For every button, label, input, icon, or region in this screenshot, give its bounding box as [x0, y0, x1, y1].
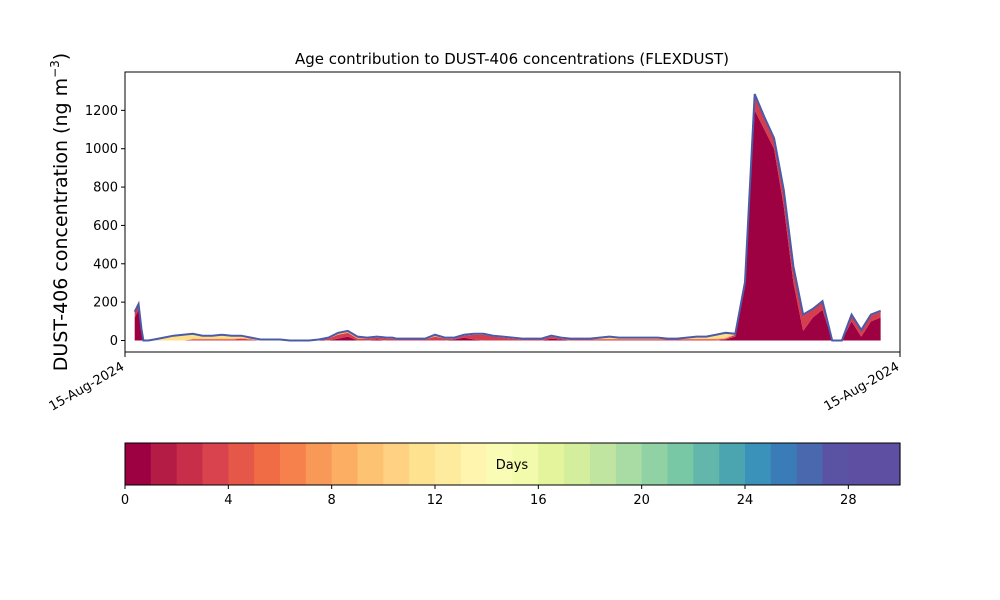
- colorbar-segment: [486, 443, 514, 485]
- colorbar-segment: [305, 443, 333, 485]
- total-line: [133, 93, 881, 342]
- area-series-1: [134, 95, 881, 341]
- colorbar-segment: [641, 443, 669, 485]
- colorbar-segment: [538, 443, 565, 485]
- colorbar-tick-label: 24: [737, 493, 754, 508]
- y-axis-label: DUST-406 concentration (ng m−3): [48, 53, 72, 371]
- plot-area: [124, 71, 901, 353]
- colorbar-segment: [693, 443, 720, 485]
- y-axis-label-close: ): [50, 53, 72, 60]
- chart-title: Age contribution to DUST-406 concentrati…: [295, 50, 729, 68]
- colorbar-segment: [822, 443, 849, 485]
- plot-frame: [124, 71, 901, 353]
- colorbar-tick-label: 20: [633, 493, 650, 508]
- colorbar-segment: [280, 443, 307, 485]
- colorbar-segment: [435, 443, 462, 485]
- colorbar-segment: [176, 443, 204, 485]
- colorbar-segment: [254, 443, 281, 485]
- colorbar-label: Days: [496, 458, 529, 473]
- colorbar-segment: [667, 443, 694, 485]
- y-tick-label: 600: [93, 219, 118, 234]
- colorbar-tick-label: 12: [427, 493, 444, 508]
- colorbar-segment: [202, 443, 229, 485]
- colorbar: 0 4 8 12 16 20 24 28: [121, 442, 901, 508]
- colorbar-segment: [357, 443, 384, 485]
- colorbar-segment: [150, 443, 178, 485]
- colorbar-segment: [125, 443, 152, 485]
- y-axis: 0 200 400 600 800 1000 1200: [85, 104, 125, 349]
- colorbar-segment: [228, 443, 255, 485]
- y-tick-label: 800: [93, 181, 118, 196]
- y-axis-label-main: DUST-406 concentration (ng m: [50, 78, 72, 371]
- colorbar-segment: [564, 443, 591, 485]
- colorbar-tick-label: 4: [224, 493, 232, 508]
- y-tick-label: 1200: [85, 104, 118, 119]
- colorbar-segment: [460, 443, 488, 485]
- area-series-0: [134, 110, 881, 341]
- colorbar-segment: [615, 443, 643, 485]
- colorbar-segment: [590, 443, 617, 485]
- y-tick-label: 0: [110, 334, 118, 349]
- colorbar-segment: [383, 443, 410, 485]
- colorbar-tick-label: 8: [328, 493, 336, 508]
- y-tick-label: 1000: [85, 142, 118, 157]
- colorbar-segment: [796, 443, 824, 485]
- colorbar-segment: [874, 443, 901, 485]
- colorbar-tick-label: 0: [121, 493, 129, 508]
- x-axis: 15-Aug-2024 15-Aug-2024: [47, 352, 902, 415]
- x-tick-label: 15-Aug-2024: [822, 359, 902, 414]
- colorbar-segment: [409, 443, 436, 485]
- colorbar-tick-label: 16: [530, 493, 547, 508]
- y-tick-label: 400: [93, 257, 118, 272]
- colorbar-frame: [124, 442, 901, 486]
- colorbar-tick-label: 28: [840, 493, 857, 508]
- colorbar-segment: [745, 443, 772, 485]
- colorbar-segment: [848, 443, 875, 485]
- colorbar-segment: [770, 443, 798, 485]
- y-axis-label-sup: −3: [48, 60, 62, 78]
- colorbar-segment: [719, 443, 746, 485]
- y-tick-label: 200: [93, 296, 118, 311]
- colorbar-segment: [512, 443, 539, 485]
- colorbar-segment: [331, 443, 359, 485]
